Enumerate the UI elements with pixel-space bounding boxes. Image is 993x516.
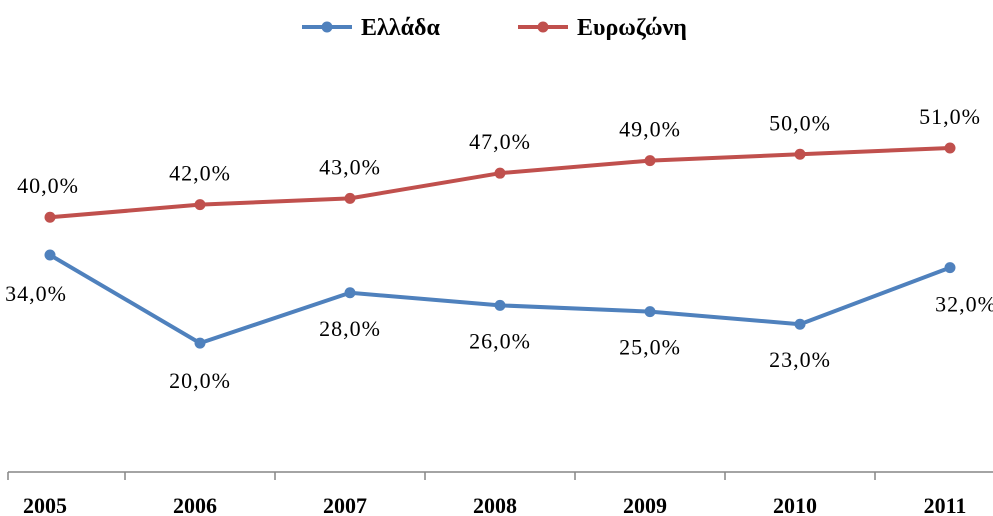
data-point: [344, 192, 356, 204]
legend-marker: [537, 21, 549, 33]
legend-item-eurozone: Ευρωζώνη: [518, 15, 687, 41]
data-point: [494, 299, 506, 311]
data-label: 50,0%: [769, 110, 831, 135]
series-eurozone: [44, 142, 956, 223]
data-label: 28,0%: [319, 316, 381, 341]
x-tick-label: 2010: [773, 493, 817, 516]
data-label: 49,0%: [619, 117, 681, 142]
data-label: 42,0%: [169, 161, 231, 186]
data-label: 47,0%: [469, 129, 531, 154]
data-point: [194, 337, 206, 349]
data-point: [644, 155, 656, 167]
data-label: 25,0%: [619, 335, 681, 360]
x-tick-label: 2006: [173, 493, 217, 516]
data-point: [344, 287, 356, 299]
data-point: [644, 306, 656, 318]
data-label: 34,0%: [5, 281, 67, 306]
chart-legend: Ελλάδα Ευρωζώνη: [302, 15, 687, 41]
x-axis: 2005 2006 2007 2008 2009 2010 2011: [7, 471, 993, 516]
data-point: [794, 148, 806, 160]
x-tick-label: 2011: [924, 493, 967, 516]
data-label: 32,0%: [935, 292, 993, 317]
data-point: [494, 167, 506, 179]
data-label: 20,0%: [169, 368, 231, 393]
data-label: 51,0%: [919, 104, 981, 129]
x-tick-label: 2005: [23, 493, 67, 516]
data-label: 40,0%: [17, 173, 79, 198]
data-point: [794, 318, 806, 330]
legend-item-greece: Ελλάδα: [302, 15, 440, 41]
data-point: [944, 262, 956, 274]
legend-marker: [321, 21, 333, 33]
x-tick-label: 2007: [323, 493, 367, 516]
data-label: 26,0%: [469, 328, 531, 353]
series-layer: [44, 142, 956, 349]
legend-label: Ευρωζώνη: [577, 15, 687, 41]
data-point: [44, 211, 56, 223]
x-tick-label: 2008: [473, 493, 517, 516]
data-point: [44, 249, 56, 261]
data-labels-layer: 34,0% 20,0% 28,0% 26,0% 25,0% 23,0% 32,0% 40,0%…: [5, 104, 993, 393]
data-label: 43,0%: [319, 154, 381, 179]
data-point: [944, 142, 956, 154]
x-tick-label: 2009: [623, 493, 667, 516]
series-greece: [44, 249, 956, 349]
data-point: [194, 199, 206, 211]
data-label: 23,0%: [769, 347, 831, 372]
legend-label: Ελλάδα: [361, 15, 440, 41]
